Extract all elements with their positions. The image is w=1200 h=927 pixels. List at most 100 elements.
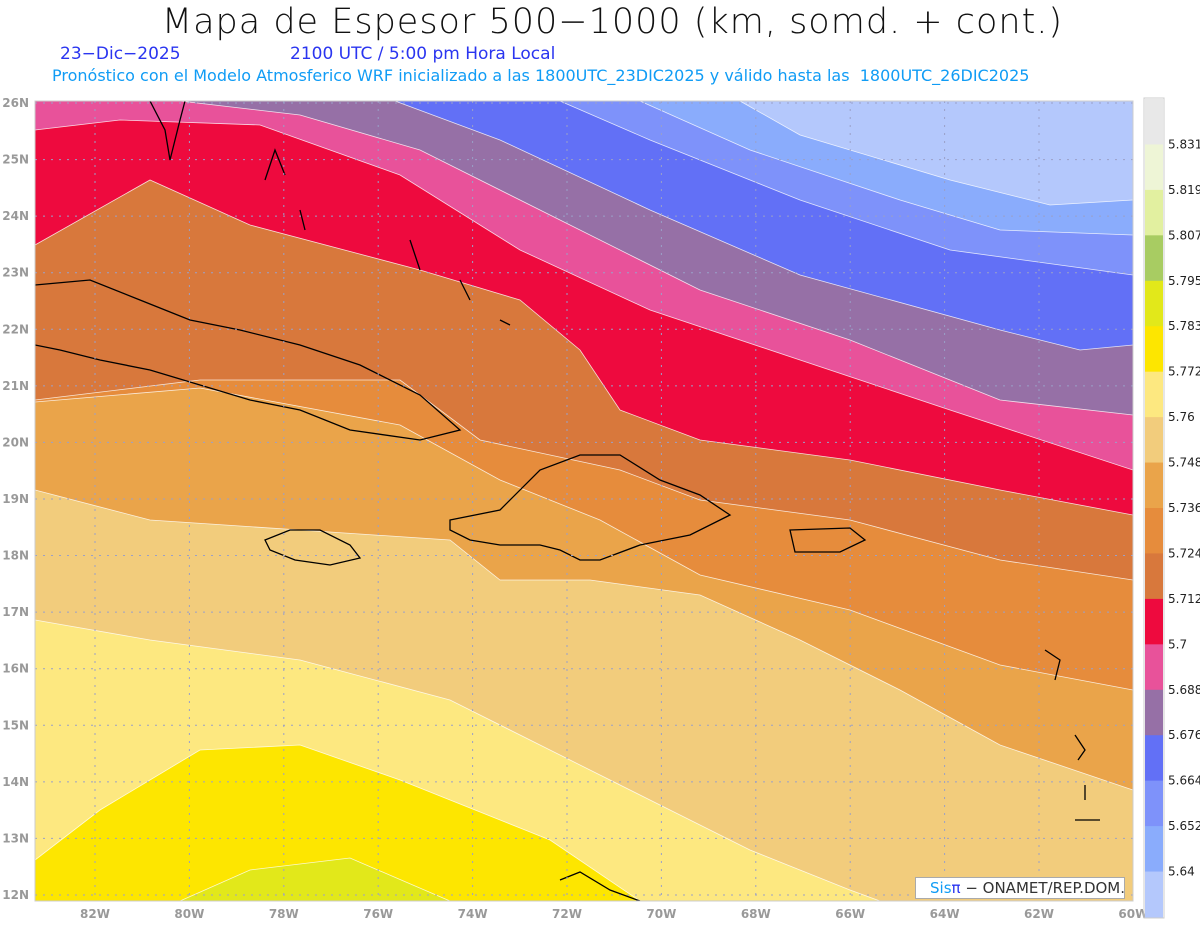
plot-frame bbox=[34, 100, 1134, 902]
y-tick-label: 17N bbox=[2, 605, 29, 619]
y-tick-label: 22N bbox=[2, 322, 29, 336]
colorbar-swatch bbox=[1145, 871, 1163, 918]
colorbar-label: 5.676 bbox=[1168, 728, 1200, 742]
x-tick-label: 62W bbox=[1024, 907, 1054, 921]
lesser-antilles-coast bbox=[1044, 649, 1100, 821]
y-tick-label: 19N bbox=[2, 492, 29, 506]
map-title: Mapa de Espesor 500−1000 (km, somd. + co… bbox=[161, 2, 1064, 42]
colorbar-swatch bbox=[1145, 326, 1163, 373]
contour-line bbox=[394, 101, 1133, 351]
contour-line bbox=[35, 744, 641, 901]
y-tick-label: 20N bbox=[2, 435, 29, 449]
forecast-subtitle: Pronóstico con el Modelo Atmosferico WRF… bbox=[52, 66, 1030, 85]
colorbar-swatch bbox=[1145, 735, 1163, 782]
x-tick-label: 76W bbox=[363, 907, 393, 921]
thickness-bands bbox=[35, 101, 1133, 901]
colorbar-label: 5.819 bbox=[1168, 183, 1200, 197]
x-tick-label: 80W bbox=[174, 907, 204, 921]
colorbar-label: 5.748 bbox=[1168, 456, 1200, 470]
y-tick-label: 13N bbox=[2, 831, 29, 845]
colorbar-label: 5.712 bbox=[1168, 592, 1200, 606]
colorbar-frame bbox=[1143, 97, 1165, 919]
colorbar-label: 5.688 bbox=[1168, 683, 1200, 697]
colorbar-label: 5.736 bbox=[1168, 501, 1200, 515]
contour-line bbox=[179, 857, 451, 901]
cuba-coast bbox=[35, 279, 462, 441]
south-america-coast bbox=[559, 871, 641, 901]
x-tick-label: 60W bbox=[1118, 907, 1148, 921]
y-tick-label: 24N bbox=[2, 209, 29, 223]
colorbar-swatch bbox=[1145, 508, 1163, 554]
x-tick-label: 64W bbox=[930, 907, 960, 921]
colorbar-swatch bbox=[1145, 280, 1163, 327]
axis-ticks: 82W 80W 78W 76W 74W 72W 70W 68W 66W 64W 62W 60W 26N 2… bbox=[2, 96, 1148, 921]
contour-line bbox=[35, 619, 881, 901]
x-tick-label: 78W bbox=[269, 907, 299, 921]
contour-line bbox=[639, 101, 1133, 236]
colorbar-label: 5.76 bbox=[1168, 410, 1195, 424]
colorbar-swatch bbox=[1145, 780, 1163, 827]
colorbar-swatch bbox=[1145, 644, 1163, 691]
colorbar-label: 5.783 bbox=[1168, 319, 1200, 333]
puerto-rico-coast bbox=[789, 527, 867, 553]
thickness-band bbox=[180, 858, 450, 901]
florida-coast bbox=[149, 101, 186, 161]
colorbar-swatch bbox=[1145, 99, 1163, 145]
colorbar-label: 5.724 bbox=[1168, 546, 1200, 560]
colorbar-swatch bbox=[1145, 417, 1163, 464]
y-tick-label: 25N bbox=[2, 153, 29, 167]
x-tick-label: 70W bbox=[646, 907, 676, 921]
y-tick-label: 14N bbox=[2, 775, 29, 789]
y-tick-label: 23N bbox=[2, 266, 29, 280]
colorbar: 5.831 5.819 5.807 5.795 5.783 5.772 5.76 5.748 5… bbox=[1143, 97, 1200, 919]
colorbar-swatch bbox=[1145, 689, 1163, 736]
credit-pi: π bbox=[951, 879, 961, 897]
colorbar-label: 5.795 bbox=[1168, 274, 1200, 288]
y-tick-label: 18N bbox=[2, 549, 29, 563]
colorbar-label: 5.7 bbox=[1168, 637, 1187, 651]
y-tick-label: 21N bbox=[2, 379, 29, 393]
contour-line bbox=[35, 379, 1133, 581]
forecast-date: 23−Dic−2025 bbox=[60, 44, 181, 64]
jamaica-coast bbox=[264, 529, 362, 566]
colorbar-swatch bbox=[1145, 826, 1163, 873]
credit-sis: Sis bbox=[930, 879, 952, 897]
credit-text: − ONAMET/REP.DOM. bbox=[960, 879, 1126, 897]
x-tick-label: 66W bbox=[835, 907, 865, 921]
credit-box: Sisπ − ONAMET/REP.DOM. bbox=[915, 877, 1125, 899]
colorbar-swatch bbox=[1145, 598, 1163, 645]
contour-line bbox=[35, 119, 1133, 471]
colorbar-swatch bbox=[1145, 189, 1163, 236]
contour-line bbox=[35, 489, 1133, 791]
contour-line bbox=[739, 101, 1133, 206]
contour-line bbox=[35, 179, 1133, 516]
coastlines bbox=[35, 101, 1100, 901]
y-tick-label: 12N bbox=[2, 888, 29, 902]
colorbar-swatch bbox=[1145, 144, 1163, 191]
colorbar-swatch bbox=[1145, 235, 1163, 282]
graticule bbox=[35, 101, 1133, 901]
colorbar-label: 5.807 bbox=[1168, 228, 1200, 242]
colorbar-label: 5.772 bbox=[1168, 365, 1200, 379]
colorbar-swatch bbox=[1145, 462, 1163, 509]
y-tick-label: 26N bbox=[2, 96, 29, 110]
y-tick-label: 15N bbox=[2, 718, 29, 732]
bahamas-coast bbox=[264, 148, 511, 326]
colorbar-label: 5.64 bbox=[1168, 865, 1195, 879]
colorbar-swatch bbox=[1145, 371, 1163, 418]
contour-line bbox=[559, 101, 1133, 276]
forecast-time: 2100 UTC / 5:00 pm Hora Local bbox=[290, 44, 556, 64]
x-tick-label: 74W bbox=[458, 907, 488, 921]
colorbar-label: 5.831 bbox=[1168, 137, 1200, 151]
thickness-band bbox=[35, 745, 640, 901]
x-tick-label: 72W bbox=[552, 907, 582, 921]
hispaniola-coast bbox=[449, 454, 732, 561]
contour-line bbox=[179, 101, 1133, 416]
colorbar-swatch bbox=[1145, 553, 1163, 600]
x-tick-label: 68W bbox=[741, 907, 771, 921]
colorbar-label: 5.664 bbox=[1168, 774, 1200, 788]
y-tick-label: 16N bbox=[2, 662, 29, 676]
colorbar-label: 5.652 bbox=[1168, 819, 1200, 833]
contour-line bbox=[35, 387, 1133, 691]
